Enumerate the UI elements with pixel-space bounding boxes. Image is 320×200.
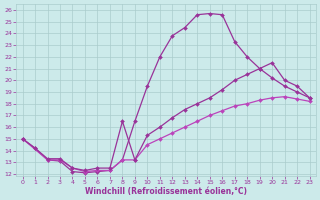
X-axis label: Windchill (Refroidissement éolien,°C): Windchill (Refroidissement éolien,°C) (85, 187, 247, 196)
